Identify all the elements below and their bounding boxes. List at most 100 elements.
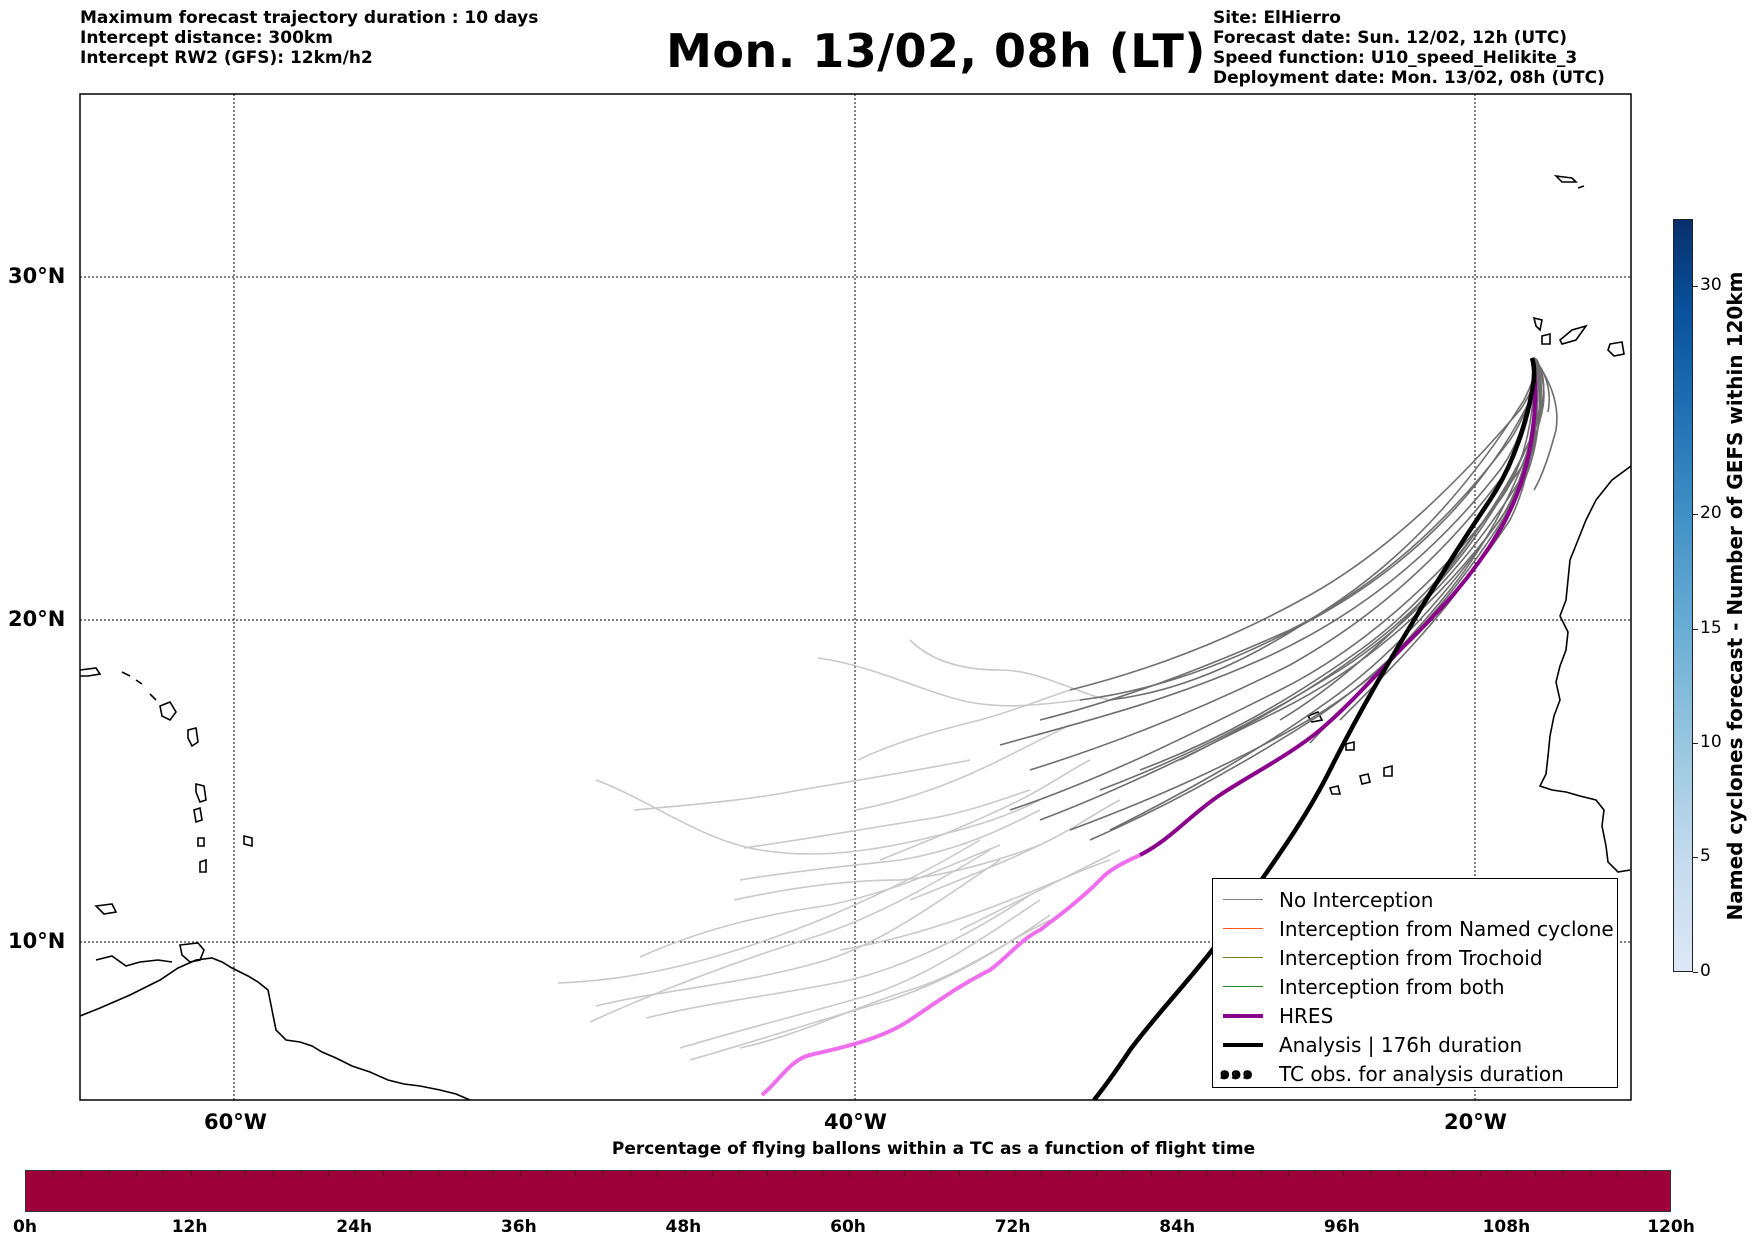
flight-time-tick-label: 120h xyxy=(1647,1217,1695,1237)
colorbar-segment-mark xyxy=(190,1171,192,1177)
colorbar-segment-mark xyxy=(1617,1171,1619,1177)
faded-track xyxy=(909,799,1121,901)
colorbar-segment-mark xyxy=(53,1171,55,1177)
colorbar-segment-mark xyxy=(1479,1171,1481,1177)
ensemble-tracks xyxy=(999,357,1558,841)
colorbar-segment-mark xyxy=(574,1171,576,1177)
lon-label-20w: 20°W xyxy=(1444,1110,1507,1134)
colorbar-segment-mark xyxy=(1507,1171,1509,1177)
colorbar-segment-mark xyxy=(1315,1171,1317,1177)
colorbar-tick-label: 5 xyxy=(1700,846,1711,866)
faded-track xyxy=(595,859,1001,1007)
colorbar-segment-mark xyxy=(794,1171,796,1177)
colorbar-segment-mark xyxy=(1287,1171,1289,1177)
legend-line-icon xyxy=(1219,919,1265,939)
colorbar-segment-mark xyxy=(1644,1171,1646,1177)
colorbar-segment-mark xyxy=(437,1171,439,1177)
faded-track xyxy=(633,759,971,811)
colorbar-tick xyxy=(1693,972,1698,973)
lesser-antilles-2 xyxy=(187,727,199,748)
legend-label: No Interception xyxy=(1279,887,1434,912)
colorbar-tick-label: 20 xyxy=(1700,503,1722,523)
colorbar-segment-mark xyxy=(1534,1171,1536,1177)
legend-label: TC obs. for analysis duration xyxy=(1279,1061,1564,1086)
forecast-date-text: Forecast date: Sun. 12/02, 12h (UTC) xyxy=(1213,28,1568,48)
legend-label: Interception from Named cyclone xyxy=(1279,916,1614,941)
lesser-antilles-6 xyxy=(199,858,207,873)
lesser-antilles-4 xyxy=(193,806,203,824)
faded-track xyxy=(817,657,1081,707)
colorbar-segment-mark xyxy=(464,1171,466,1177)
colorbar-segment-mark xyxy=(684,1171,686,1177)
colorbar-segment-mark xyxy=(656,1171,658,1177)
cape-verde-islands xyxy=(1306,710,1393,795)
colorbar-segment-mark xyxy=(1233,1171,1235,1177)
colorbar-segment-mark xyxy=(1123,1171,1125,1177)
flight-time-tick-label: 12h xyxy=(171,1217,208,1237)
lon-label-40w: 40°W xyxy=(824,1110,887,1134)
colorbar-segment-mark xyxy=(1041,1171,1043,1177)
colorbar-segment-mark xyxy=(849,1171,850,1177)
ensemble-tracks-faded xyxy=(557,639,1121,1061)
map-legend: No Interception Interception from Named … xyxy=(1212,878,1618,1088)
legend-item-hres: HRES xyxy=(1219,1001,1617,1030)
legend-label: HRES xyxy=(1279,1003,1334,1028)
colorbar-tick-label: 15 xyxy=(1700,618,1722,638)
header-info-right: Site: ElHierro Forecast date: Sun. 12/02… xyxy=(1213,8,1605,88)
legend-item-named-cyclone: Interception from Named cyclone xyxy=(1219,914,1617,943)
africa-coast xyxy=(1538,465,1631,873)
trinidad xyxy=(179,942,205,963)
legend-label: Analysis | 176h duration xyxy=(1279,1032,1523,1057)
colorbar-segment-mark xyxy=(1095,1171,1097,1177)
colorbar-segment-mark xyxy=(986,1171,988,1177)
colorbar-segment-mark xyxy=(519,1171,521,1177)
legend-item-no-interception: No Interception xyxy=(1219,885,1617,914)
colorbar-segment-mark xyxy=(1562,1171,1564,1177)
cyclone-symbols: ๑๑๑ xyxy=(1219,1062,1254,1084)
aruba-curacao xyxy=(94,903,118,915)
faded-track xyxy=(595,779,1041,855)
colorbar-segment-mark xyxy=(876,1171,878,1177)
lesser-antilles-5 xyxy=(197,837,205,847)
header-info-left: Maximum forecast trajectory duration : 1… xyxy=(80,8,538,68)
colorbar-tick xyxy=(1693,286,1698,287)
colorbar-segment-mark xyxy=(931,1171,933,1177)
colorbar-tick-label: 10 xyxy=(1700,732,1722,752)
faded-track xyxy=(739,809,1041,881)
colorbar-segment-mark xyxy=(821,1171,823,1177)
colorbar-segment-mark xyxy=(300,1171,302,1177)
flight-time-tick-label: 60h xyxy=(830,1217,866,1237)
legend-item-tc-obs: ๑๑๑ TC obs. for analysis duration xyxy=(1219,1059,1617,1088)
legend-label: Interception from Trochoid xyxy=(1279,945,1543,970)
flight-time-tick-label: 0h xyxy=(13,1217,37,1237)
colorbar-segment-mark xyxy=(547,1171,549,1177)
legend-item-trochoid: Interception from Trochoid xyxy=(1219,943,1617,972)
legend-item-both: Interception from both xyxy=(1219,972,1617,1001)
coastlines xyxy=(80,174,1631,1100)
colorbar-segment-mark xyxy=(492,1171,494,1177)
ensemble-track xyxy=(1099,357,1541,791)
faded-track xyxy=(739,919,1051,1049)
ensemble-track xyxy=(1279,357,1545,721)
faded-track xyxy=(639,844,1001,958)
flight-time-tick-label: 36h xyxy=(500,1217,537,1237)
intercept-rw2-text: Intercept RW2 (GFS): 12km/h2 xyxy=(80,48,373,68)
colorbar-segment-mark xyxy=(1178,1171,1180,1177)
virgin-islands xyxy=(121,671,157,701)
legend-line-icon xyxy=(1219,977,1265,997)
barbados xyxy=(243,834,253,848)
south-america-coast xyxy=(80,957,471,1100)
colorbar-tick xyxy=(1693,743,1698,744)
colorbar-segment-mark xyxy=(1205,1171,1207,1177)
colorbar-tick-label: 0 xyxy=(1700,961,1711,981)
faded-track xyxy=(959,849,1121,931)
faded-track xyxy=(857,689,1071,761)
cyclone-symbols-icon: ๑๑๑ xyxy=(1219,1062,1265,1084)
colorbar-segment-mark xyxy=(629,1171,631,1177)
ensemble-track xyxy=(1339,357,1545,721)
colorbar-segment-mark xyxy=(958,1171,960,1177)
colorbar-segment-mark xyxy=(355,1171,357,1177)
speed-function-text: Speed function: U10_speed_Helikite_3 xyxy=(1213,48,1578,68)
max-duration-text: Maximum forecast trajectory duration : 1… xyxy=(80,8,539,28)
madeira xyxy=(1553,174,1585,189)
